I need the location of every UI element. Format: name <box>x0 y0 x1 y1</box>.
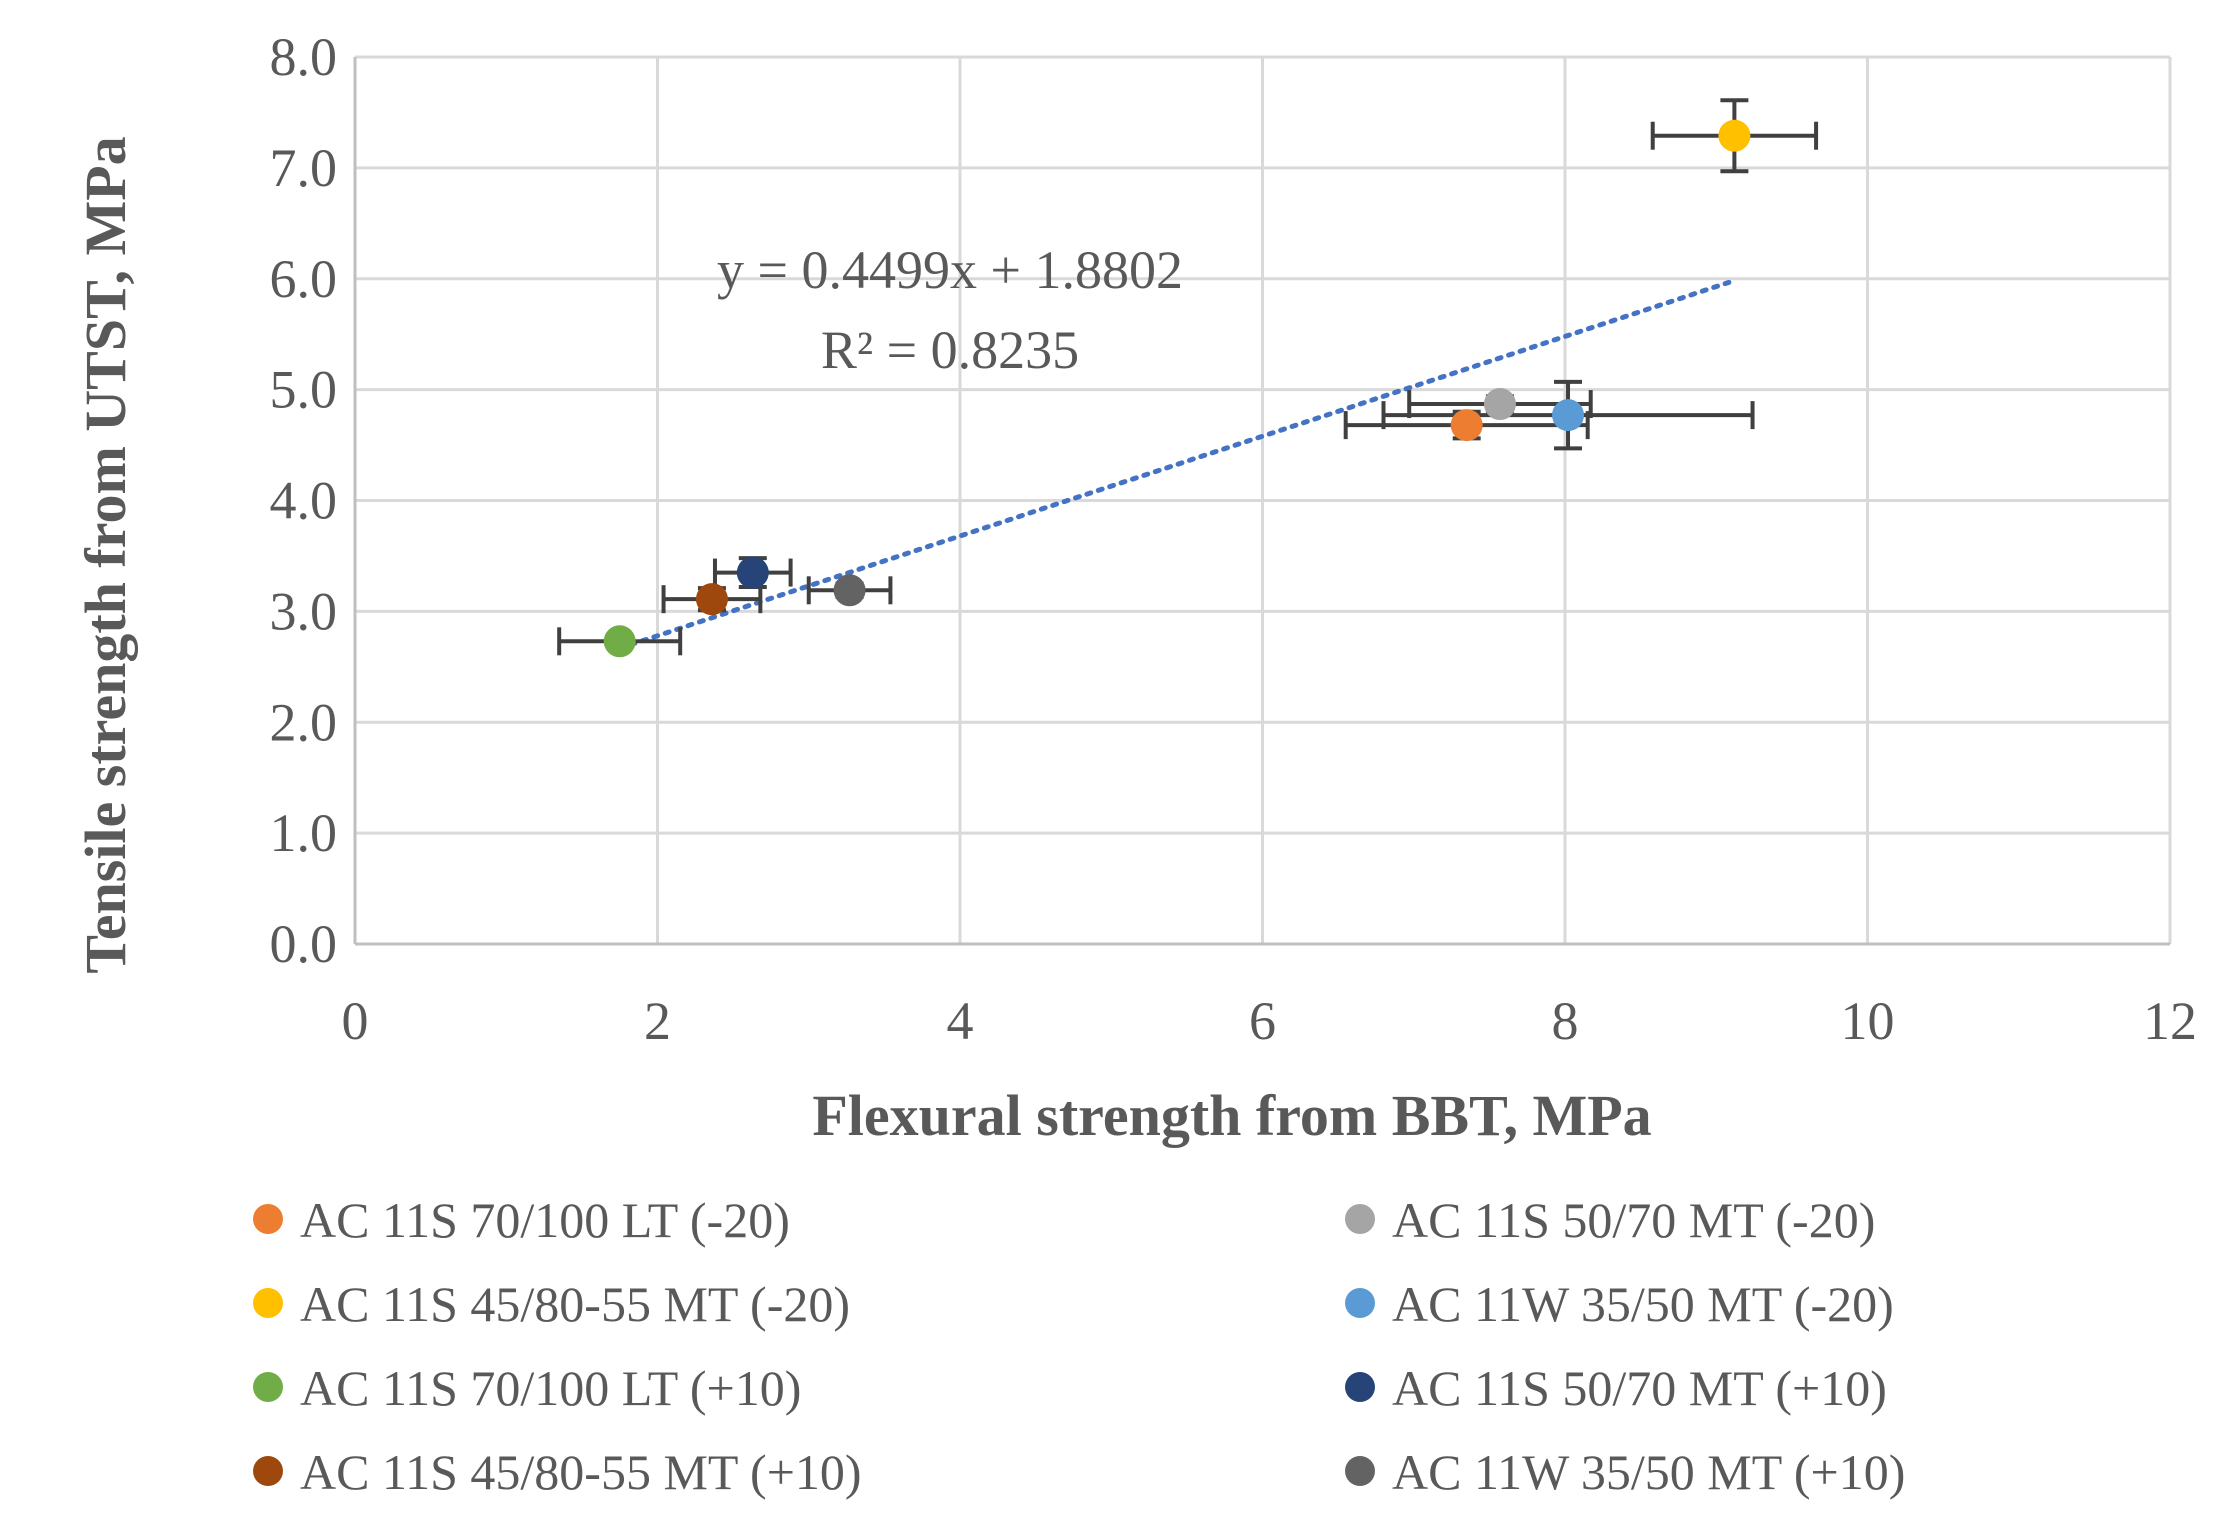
y-tick-label: 6.0 <box>270 249 338 309</box>
data-point <box>1483 388 1516 421</box>
data-point <box>1450 409 1483 442</box>
data-point <box>1718 119 1751 152</box>
y-tick-label: 0.0 <box>270 914 338 974</box>
legend-marker <box>253 1372 283 1402</box>
data-point <box>833 574 866 607</box>
trendline-path <box>617 278 1737 651</box>
trendline-r-squared: R² = 0.8235 <box>821 320 1079 380</box>
legend-marker <box>253 1456 283 1486</box>
x-tick-label: 12 <box>2143 991 2197 1051</box>
trendline-equation: y = 0.4499x + 1.8802 <box>717 240 1183 300</box>
x-tick-label: 2 <box>644 991 671 1051</box>
legend-marker <box>1345 1204 1375 1234</box>
legend-label: AC 11W 35/50 MT (-20) <box>1392 1276 1894 1332</box>
legend-label: AC 11S 70/100 LT (+10) <box>300 1360 801 1416</box>
x-tick-label: 6 <box>1249 991 1276 1051</box>
x-tick-label: 10 <box>1841 991 1895 1051</box>
data-point <box>1552 399 1585 432</box>
y-tick-label: 5.0 <box>270 360 338 420</box>
legend-marker <box>1345 1372 1375 1402</box>
x-tick-label: 4 <box>947 991 974 1051</box>
x-axis-title: Flexural strength from BBT, MPa <box>812 1083 1651 1148</box>
x-tick-label: 8 <box>1552 991 1579 1051</box>
data-point <box>736 556 769 589</box>
legend-label: AC 11S 70/100 LT (-20) <box>300 1192 790 1248</box>
y-tick-label: 1.0 <box>270 803 338 863</box>
data-point <box>603 625 636 658</box>
y-axis-title: Tensile strength from UTST, MPa <box>73 136 138 973</box>
data-points <box>603 119 1751 658</box>
y-tick-label: 8.0 <box>270 27 338 87</box>
legend-marker <box>253 1288 283 1318</box>
y-tick-labels: 0.0 1.0 2.0 3.0 4.0 5.0 6.0 7.0 8.0 <box>270 27 338 974</box>
x-tick-label: 0 <box>342 991 369 1051</box>
trendline <box>617 278 1737 651</box>
grid-lines <box>355 55 2172 944</box>
legend-label: AC 11S 50/70 MT (-20) <box>1392 1192 1875 1248</box>
legend-marker <box>1345 1288 1375 1318</box>
y-tick-label: 2.0 <box>270 692 338 752</box>
axes <box>353 57 2170 946</box>
x-tick-labels: 0 2 4 6 8 10 12 <box>342 991 2198 1051</box>
y-tick-label: 3.0 <box>270 581 338 641</box>
legend-label: AC 11S 50/70 MT (+10) <box>1392 1360 1887 1416</box>
y-tick-label: 4.0 <box>270 471 338 531</box>
legend-marker <box>253 1204 283 1234</box>
data-point <box>695 583 728 616</box>
legend-label: AC 11S 45/80-55 MT (+10) <box>300 1444 862 1500</box>
y-tick-label: 7.0 <box>270 138 338 198</box>
legend-label: AC 11S 45/80-55 MT (-20) <box>300 1276 850 1332</box>
legend-marker <box>1345 1456 1375 1486</box>
legend: AC 11S 70/100 LT (-20) AC 11S 50/70 MT (-… <box>253 1192 1905 1500</box>
legend-label: AC 11W 35/50 MT (+10) <box>1392 1444 1905 1500</box>
